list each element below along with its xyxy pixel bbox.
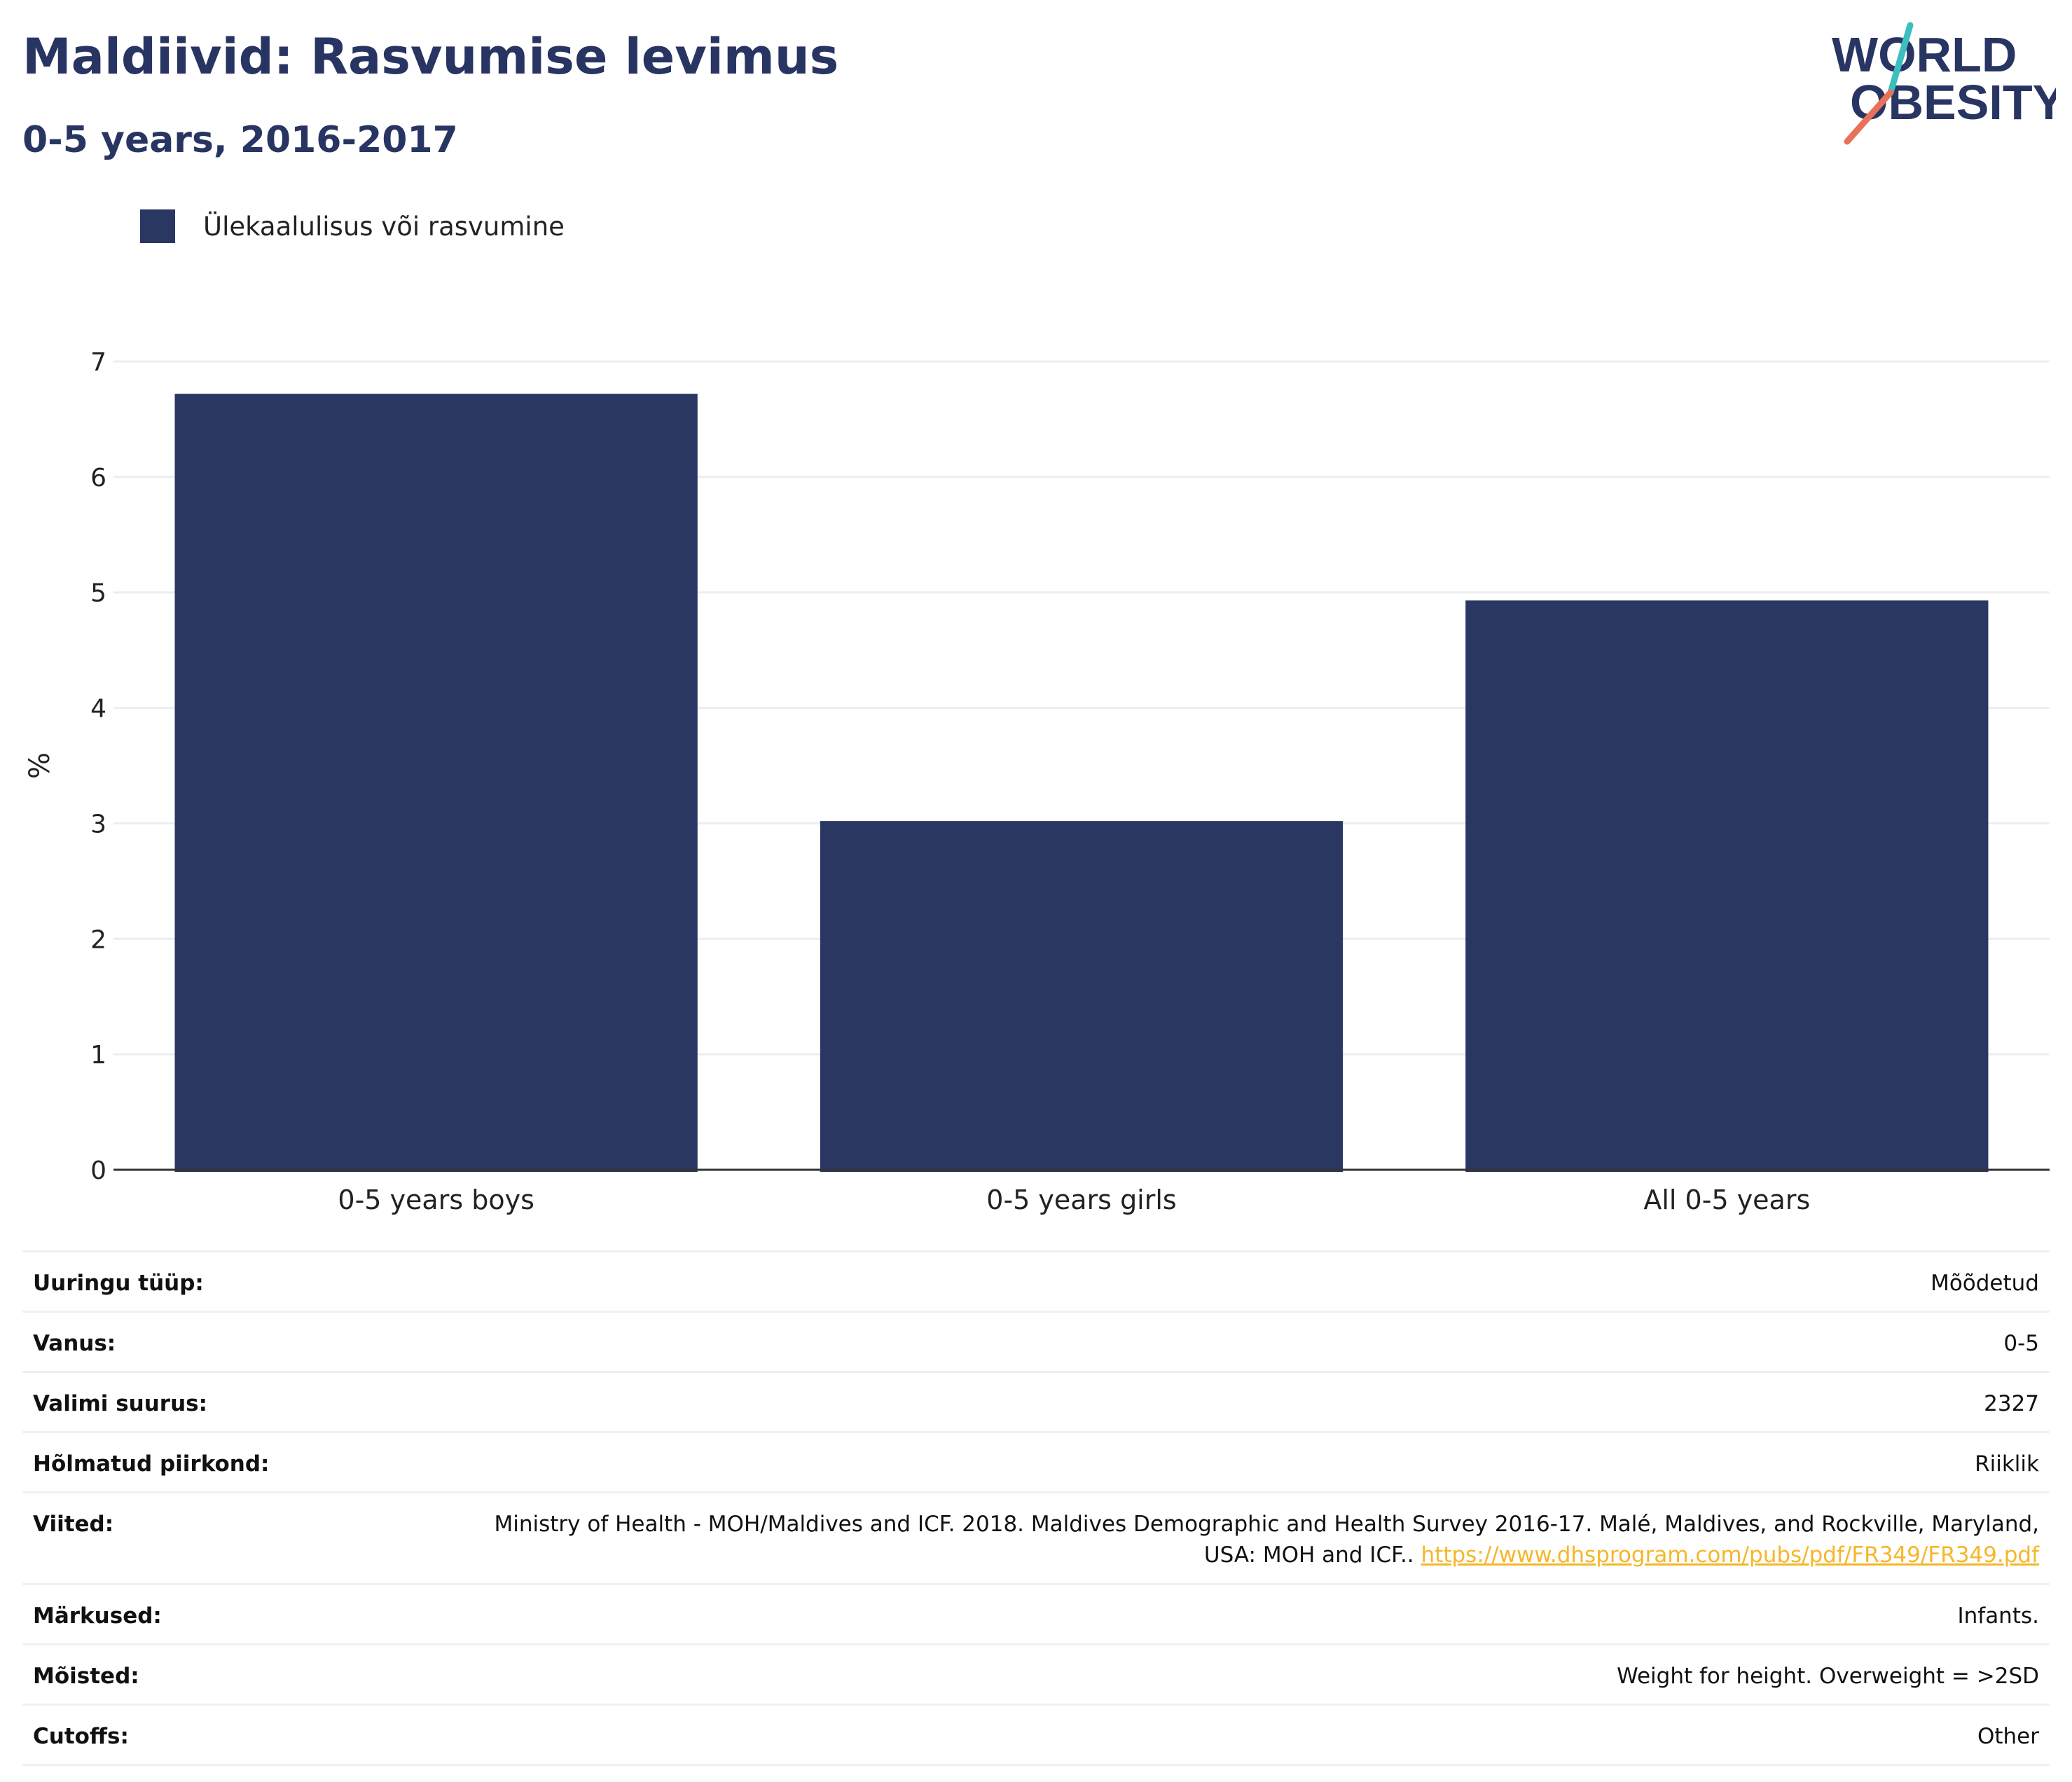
info-value: Mõõdetud	[1931, 1268, 2039, 1299]
info-label: Vanus:	[33, 1331, 116, 1356]
chart-legend: Ülekaalulisus või rasvumine	[140, 209, 565, 244]
info-value-text: 2327	[1984, 1391, 2039, 1416]
bar	[820, 821, 1344, 1172]
info-row: Viited: Ministry of Health - MOH/Maldives…	[22, 1491, 2050, 1583]
y-tick-label: 1	[90, 1041, 106, 1070]
info-value: Ministry of Health - MOH/Maldives and IC…	[477, 1509, 2040, 1570]
page-subtitle: 0-5 years, 2016-2017	[22, 119, 458, 161]
info-value: 0-5	[2003, 1328, 2039, 1359]
info-value-text: Weight for height. Overweight = >2SD	[1617, 1664, 2039, 1689]
y-axis-label: %	[24, 752, 56, 779]
info-table: Uuringu tüüp: Mõõdetud Vanus: 0-5 Valimi suu…	[22, 1250, 2050, 1766]
info-row: Vanus: 0-5	[22, 1311, 2050, 1371]
info-label: Mõisted:	[33, 1664, 139, 1689]
info-value-text: Infants.	[1957, 1603, 2039, 1629]
logo-line-1: WORLD	[1832, 27, 2017, 82]
y-tick-label: 4	[90, 695, 106, 724]
info-value: 2327	[1984, 1388, 2039, 1419]
world-obesity-logo: WORLD OBESITY	[1832, 22, 2056, 145]
y-tick-label: 5	[90, 579, 106, 608]
info-value-text: Other	[1977, 1724, 2039, 1749]
info-value: Riiklik	[1975, 1449, 2039, 1479]
logo-slash-bottom	[1844, 89, 1894, 145]
info-value: Other	[1977, 1721, 2039, 1752]
y-tick-label: 7	[90, 348, 106, 377]
info-value: Weight for height. Overweight = >2SD	[1617, 1661, 2039, 1692]
info-label: Hõlmatud piirkond:	[33, 1451, 270, 1477]
y-tick-label: 6	[90, 464, 106, 492]
info-value: Infants.	[1957, 1601, 2039, 1631]
info-label: Viited:	[33, 1512, 114, 1537]
info-label: Valimi suurus:	[33, 1391, 207, 1416]
info-value-text: 0-5	[2003, 1331, 2039, 1356]
legend-swatch	[140, 209, 175, 243]
info-row: Märkused: Infants.	[22, 1583, 2050, 1643]
y-tick-label: 3	[90, 810, 106, 838]
x-tick-label: 0-5 years boys	[338, 1184, 534, 1215]
info-value-text: Mõõdetud	[1931, 1271, 2039, 1296]
legend-label: Ülekaalulisus või rasvumine	[203, 211, 565, 242]
y-tick-label: 2	[90, 925, 106, 954]
x-tick-label: 0-5 years girls	[986, 1184, 1176, 1215]
bar-chart: 0 1 2 3 4 5 6 7 0-5 years boys 0-5 years girls All…	[24, 348, 2050, 1215]
bar	[174, 394, 698, 1172]
info-label: Uuringu tüüp:	[33, 1271, 204, 1296]
y-tick-label: 0	[90, 1156, 106, 1185]
bar	[1465, 600, 1989, 1172]
info-row: Hõlmatud piirkond: Riiklik	[22, 1431, 2050, 1491]
info-value-text: Ministry of Health - MOH/Maldives and IC…	[494, 1512, 2040, 1568]
x-tick-label: All 0-5 years	[1643, 1184, 1810, 1215]
logo-slash-top	[1887, 22, 1914, 96]
info-label: Cutoffs:	[33, 1724, 129, 1749]
info-row: Uuringu tüüp: Mõõdetud	[22, 1250, 2050, 1311]
info-label: Märkused:	[33, 1603, 162, 1629]
info-value-text: Riiklik	[1975, 1451, 2039, 1477]
info-row: Cutoffs: Other	[22, 1704, 2050, 1766]
page-title: Maldiivid: Rasvumise levimus	[22, 28, 839, 85]
info-row: Valimi suurus: 2327	[22, 1371, 2050, 1431]
info-row: Mõisted: Weight for height. Overweight = …	[22, 1643, 2050, 1704]
reference-link[interactable]: https://www.dhsprogram.com/pubs/pdf/FR34…	[1421, 1542, 2039, 1568]
